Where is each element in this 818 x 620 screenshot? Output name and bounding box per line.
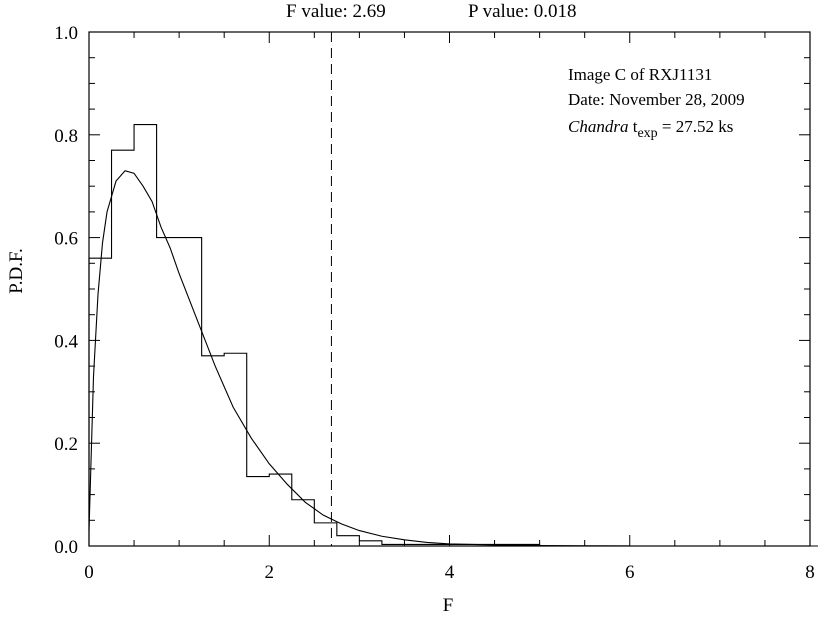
annotation-line-2: Date: November 28, 2009 xyxy=(568,90,745,109)
plot-frame xyxy=(88,31,811,547)
f-value-text: F value: 2.69 xyxy=(286,1,386,22)
y-axis-label: P.D.F. xyxy=(6,248,27,293)
p-value-text: P value: 0.018 xyxy=(468,1,577,22)
annotation-exp-subscript: exp xyxy=(637,126,657,141)
axis-ticks xyxy=(88,31,811,547)
x-tick-label: 2 xyxy=(265,562,275,583)
y-tick-label: 0.6 xyxy=(54,229,78,250)
x-axis-label: F xyxy=(443,595,454,616)
annotation-chandra: Chandra xyxy=(568,117,628,136)
y-tick-label: 0.4 xyxy=(54,331,78,352)
fit-curve-series xyxy=(88,170,630,547)
x-tick-label: 0 xyxy=(84,562,94,583)
annotation-line-1: Image C of RXJ1131 xyxy=(568,65,712,84)
annotation-rest: = 27.52 ks xyxy=(658,117,734,136)
y-tick-label: 1.0 xyxy=(54,23,78,44)
y-tick-label: 0.0 xyxy=(54,537,78,558)
x-tick-label: 8 xyxy=(805,562,815,583)
annotation-t: t xyxy=(628,117,637,136)
histogram-steps xyxy=(88,123,818,547)
x-tick-label: 4 xyxy=(445,562,455,583)
annotation-box: Image C of RXJ1131 Date: November 28, 20… xyxy=(568,65,745,141)
x-tick-label: 6 xyxy=(625,562,635,583)
y-tick-label: 0.8 xyxy=(54,126,78,147)
tick-labels: 0 2 4 6 8 0.0 0.2 0.4 0.6 0.8 1.0 xyxy=(54,23,815,583)
y-tick-label: 0.2 xyxy=(54,434,78,455)
fit-curve-line xyxy=(88,170,630,547)
annotation-line-3: Chandra texp = 27.52 ks xyxy=(568,117,733,141)
histogram-series xyxy=(88,123,818,547)
